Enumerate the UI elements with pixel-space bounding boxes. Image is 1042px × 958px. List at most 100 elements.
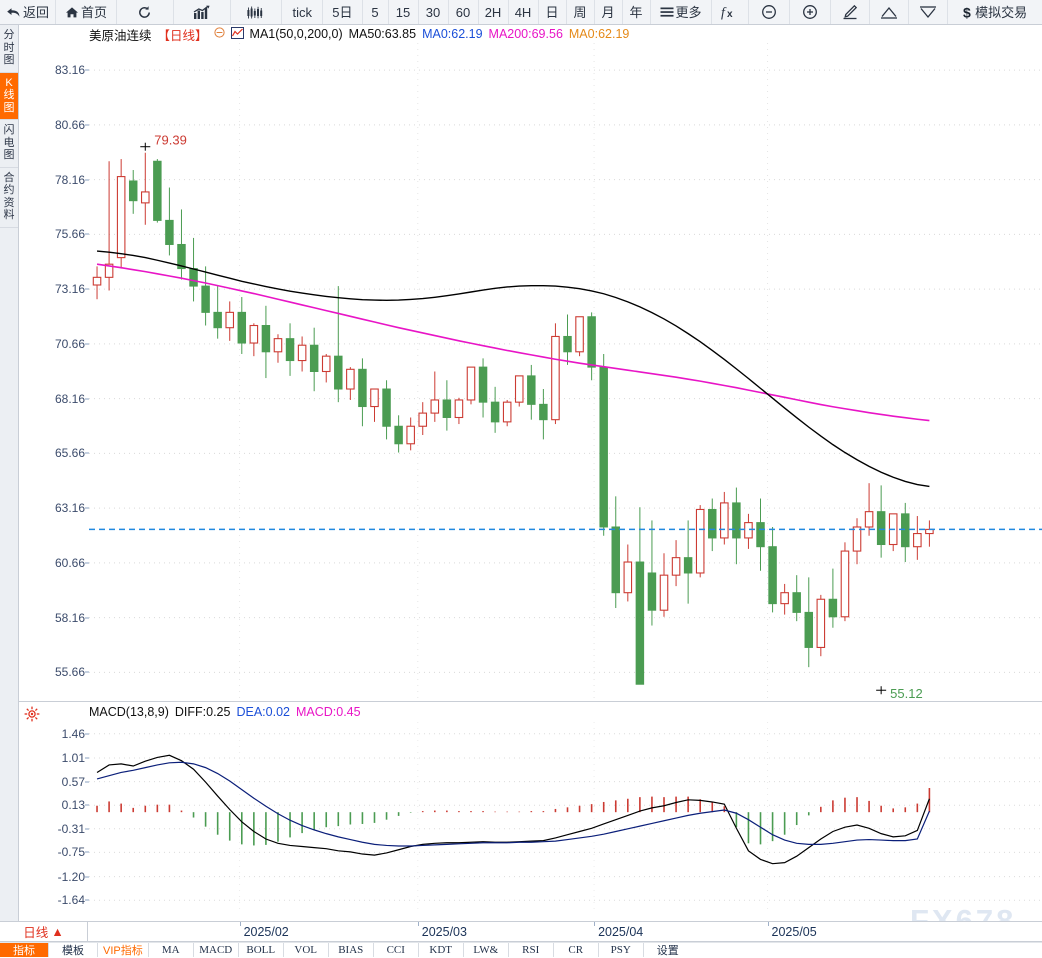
candle: [611, 496, 620, 609]
toolbar-week[interactable]: 周: [567, 0, 595, 24]
toolbar-m60[interactable]: 60: [449, 0, 479, 24]
indicator-vip-[interactable]: VIP指标: [98, 943, 149, 957]
toolbar-h2[interactable]: 2H: [479, 0, 509, 24]
indicator-kdt[interactable]: KDT: [419, 943, 464, 957]
sidebar-item-label: 分时图: [3, 29, 15, 66]
candle: [502, 399, 512, 427]
macd-plot[interactable]: [89, 722, 1042, 912]
indicator-boll[interactable]: BOLL: [239, 943, 284, 957]
toolbar-more[interactable]: 更多: [651, 0, 712, 24]
indicator-vol[interactable]: VOL: [284, 943, 329, 957]
refresh-icon: [137, 5, 152, 20]
symbol-name[interactable]: 美原油连续: [89, 28, 152, 43]
toolbar-zoom-out[interactable]: [749, 0, 790, 24]
toolbar-5day[interactable]: 5日: [323, 0, 363, 24]
indicator--[interactable]: 模板: [49, 943, 98, 957]
indicator-label: VOL: [294, 944, 318, 956]
candle: [551, 323, 560, 425]
candle: [563, 314, 572, 365]
indicator-cr[interactable]: CR: [554, 943, 599, 957]
candle: [153, 159, 162, 223]
toolbar-trend-chart[interactable]: [174, 0, 231, 24]
candle: [92, 266, 102, 300]
macd-pane[interactable]: MACD(13,8,9) DIFF:0.25 DEA:0.02 MACD:0.4…: [19, 701, 1042, 921]
price-axis-label: 80.66: [54, 117, 85, 132]
collapse-icon[interactable]: [213, 27, 225, 41]
toolbar-down-triangle[interactable]: [909, 0, 949, 24]
toolbar-m5[interactable]: 5: [363, 0, 389, 24]
indicator-cci[interactable]: CCI: [374, 943, 419, 957]
toolbar-back[interactable]: 返回: [0, 0, 56, 24]
toolbar-home[interactable]: 首页: [56, 0, 118, 24]
indicator-bias[interactable]: BIAS: [329, 943, 374, 957]
date-axis-label: 2025/04: [598, 925, 644, 939]
candle: [683, 520, 693, 604]
indicator-ma[interactable]: MA: [149, 943, 194, 957]
toolbar-day-label: 日: [545, 4, 559, 20]
sidebar-item-label: 闪电图: [3, 124, 15, 161]
indicator--[interactable]: 设置: [644, 943, 692, 957]
period-tab[interactable]: 日线 ▲: [0, 921, 88, 942]
macd-title[interactable]: MACD(13,8,9): [89, 705, 169, 719]
toolbar-demo-trade-label: 模拟交易: [975, 4, 1028, 20]
back-arrow-icon: [6, 6, 21, 19]
sidebar-item-2[interactable]: 闪电图: [0, 120, 18, 168]
candle: [430, 371, 440, 422]
candle: [876, 485, 886, 558]
sidebar-item-3[interactable]: 合约资料: [0, 168, 18, 228]
sidebar-item-1[interactable]: K线图: [0, 72, 18, 120]
candle: [334, 286, 343, 403]
svg-text:f: f: [721, 6, 727, 21]
sidebar-item-0[interactable]: 分时图: [0, 25, 18, 73]
period-label[interactable]: 【日线】: [157, 28, 208, 43]
price-svg: 79.39 55.12: [89, 43, 1042, 701]
indicator-lw-[interactable]: LW&: [464, 943, 509, 957]
indicator-macd[interactable]: MACD: [194, 943, 239, 957]
macd-y-axis: 1.46 1.01 0.57 0.13 -0.31 -0.75 -1.20 -1.64: [19, 722, 89, 912]
macd-line-diff: [96, 754, 930, 865]
toolbar-tick[interactable]: tick: [282, 0, 324, 24]
candle: [213, 286, 222, 339]
toolbar-up-triangle[interactable]: [870, 0, 910, 24]
candle: [358, 358, 367, 427]
indicator-rsi[interactable]: RSI: [509, 943, 554, 957]
macd-axis-label: 1.46: [61, 726, 85, 741]
candle: [442, 380, 452, 431]
candle: [575, 316, 584, 357]
macd-settings-icon[interactable]: [23, 705, 43, 725]
toolbar-draw[interactable]: [831, 0, 870, 24]
toolbar-m15[interactable]: 15: [389, 0, 419, 24]
candlestick-plot[interactable]: 79.39 55.12: [89, 43, 1042, 701]
price-axis-tick: [85, 452, 89, 454]
candle: [816, 594, 826, 657]
indicator-psy[interactable]: PSY: [599, 943, 644, 957]
price-chart-pane[interactable]: 美原油连续 【日线】 MA1(50,0,200,0) MA50:63.85 MA…: [19, 25, 1042, 701]
candle: [285, 323, 295, 376]
price-axis-label: 58.16: [54, 610, 85, 625]
candle: [708, 498, 717, 552]
toolbar-year[interactable]: 年: [623, 0, 651, 24]
toolbar-h4[interactable]: 4H: [509, 0, 539, 24]
toolbar-demo-trade[interactable]: $ 模拟交易: [948, 0, 1042, 24]
price-axis-label: 73.16: [54, 282, 85, 297]
date-axis-tick: [239, 922, 241, 926]
macd-axis-label: 0.57: [61, 774, 85, 789]
price-axis-tick: [85, 233, 89, 235]
toolbar-refresh[interactable]: [117, 0, 174, 24]
candle: [261, 305, 271, 379]
toolbar-candle-chart[interactable]: [231, 0, 283, 24]
price-axis-label: 65.66: [54, 446, 85, 461]
toolbar-m60-label: 60: [455, 4, 471, 20]
toolbar-day[interactable]: 日: [539, 0, 567, 24]
indicator--[interactable]: 指标: [0, 943, 49, 957]
toolbar-m30[interactable]: 30: [419, 0, 449, 24]
indicator-label: 模板: [62, 945, 84, 957]
indicator-settings-icon[interactable]: [230, 26, 244, 42]
candle: [394, 415, 403, 453]
candle: [888, 513, 898, 552]
toolbar-zoom-in[interactable]: [790, 0, 831, 24]
toolbar-month[interactable]: 月: [595, 0, 623, 24]
